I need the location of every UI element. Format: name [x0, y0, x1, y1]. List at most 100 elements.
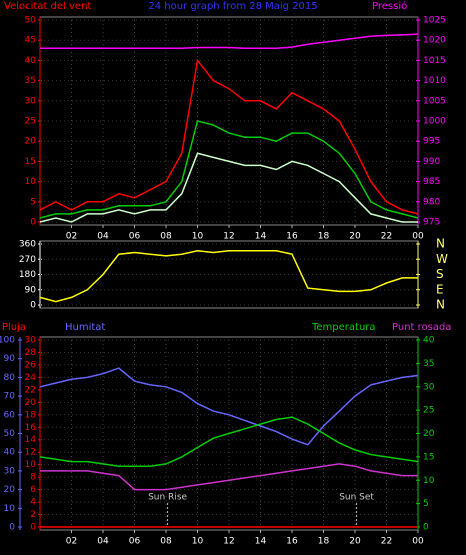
series-line	[39, 250, 418, 303]
y-tick-label: 0	[30, 523, 36, 533]
y-tick-label: 990	[423, 157, 440, 167]
legend-label: Pluja	[2, 322, 26, 333]
x-tick-label: 18	[318, 537, 330, 547]
x-tick-label: 00	[412, 537, 424, 547]
y-tick-label: 70	[4, 392, 16, 402]
x-tick-label: 04	[97, 232, 109, 242]
x-tick-label: 04	[97, 537, 109, 547]
x-tick-label: 08	[160, 232, 172, 242]
x-tick-label: 22	[381, 232, 392, 242]
y-tick-label: 10	[25, 460, 37, 470]
y-tick-label: 35	[25, 76, 36, 86]
x-tick-label: 08	[160, 537, 172, 547]
x-tick-label: 16	[286, 232, 298, 242]
x-tick-label: 16	[286, 537, 298, 547]
y-tick-label: 14	[25, 435, 37, 445]
y-tick-label: 0	[30, 218, 36, 228]
annotation: Sun Set	[339, 493, 374, 503]
series-line	[39, 120, 419, 219]
series-line	[39, 416, 419, 467]
y-tick-label: 18	[25, 410, 37, 420]
x-tick-label: 18	[318, 232, 330, 242]
y-tick-label: W	[436, 252, 448, 266]
y-tick-label: 1020	[423, 36, 446, 46]
y-tick-label: 12	[25, 448, 36, 458]
y-tick-label: 985	[423, 177, 440, 187]
x-tick-label: 20	[349, 537, 361, 547]
y-tick-label: 1025	[423, 16, 446, 26]
x-tick-label: 00	[412, 232, 424, 242]
y-tick-label: 22	[25, 385, 36, 395]
series-line	[39, 152, 418, 223]
y-tick-label: 10	[423, 476, 435, 486]
y-tick-label: 24	[25, 373, 37, 383]
y-tick-label: 100	[0, 336, 15, 346]
y-tick-label: 90	[25, 285, 37, 295]
y-tick-label: 50	[4, 429, 16, 439]
x-tick-label: 06	[129, 232, 141, 242]
y-tick-label: 10	[4, 504, 16, 514]
y-tick-label: N	[436, 298, 445, 312]
y-tick-label: 20	[25, 398, 37, 408]
y-tick-label: 2	[30, 510, 36, 520]
y-tick-label: 90	[4, 354, 16, 364]
y-tick-label: 15	[423, 452, 434, 462]
y-tick-label: 26	[25, 360, 37, 370]
y-tick-label: 270	[19, 255, 36, 265]
y-tick-label: 50	[25, 16, 37, 26]
y-tick-label: 40	[25, 56, 37, 66]
y-tick-label: 60	[4, 410, 16, 420]
y-tick-label: 980	[423, 197, 440, 207]
x-tick-label: 14	[255, 537, 267, 547]
y-tick-label: 45	[25, 36, 36, 46]
series-line	[39, 367, 419, 446]
y-tick-label: 6	[30, 485, 36, 495]
y-tick-label: 20	[4, 485, 16, 495]
y-tick-label: 1015	[423, 56, 446, 66]
x-tick-label: 20	[349, 232, 361, 242]
x-tick-label: 06	[129, 537, 141, 547]
y-tick-label: 35	[423, 359, 434, 369]
y-tick-label: 20	[423, 429, 435, 439]
y-tick-label: 0	[30, 301, 36, 311]
x-tick-label: 12	[223, 232, 234, 242]
y-tick-label: 40	[423, 336, 435, 346]
y-tick-label: S	[436, 267, 444, 281]
y-tick-label: 0	[423, 523, 429, 533]
y-tick-label: 25	[423, 406, 434, 416]
y-tick-label: 20	[25, 137, 37, 147]
y-tick-label: 1005	[423, 96, 446, 106]
y-tick-label: 80	[4, 373, 16, 383]
legend-label: Temperatura	[311, 322, 376, 333]
y-tick-label: 30	[25, 336, 37, 346]
y-tick-label: 40	[4, 448, 16, 458]
series-line	[40, 33, 419, 50]
y-tick-label: 1010	[423, 76, 446, 86]
y-tick-label: 5	[423, 499, 429, 509]
y-tick-label: 10	[25, 177, 37, 187]
y-tick-label: 5	[30, 197, 36, 207]
legend-label: Humitat	[65, 322, 105, 333]
y-tick-label: 8	[30, 473, 36, 483]
y-tick-label: 4	[30, 498, 36, 508]
x-tick-label: 10	[192, 537, 204, 547]
series-line	[40, 463, 418, 491]
annotation: Sun Rise	[148, 493, 187, 503]
y-tick-label: 30	[423, 382, 435, 392]
y-tick-label: 0	[9, 523, 15, 533]
x-tick-label: 10	[192, 232, 204, 242]
y-tick-label: 180	[19, 270, 36, 280]
y-tick-label: N	[436, 237, 445, 251]
x-tick-label: 14	[255, 232, 267, 242]
y-tick-label: 15	[25, 157, 36, 167]
y-tick-label: 360	[19, 240, 36, 250]
y-tick-label: 975	[423, 218, 440, 228]
x-tick-label: 22	[381, 537, 392, 547]
chart-title: 24 hour graph from 28 Maig 2015	[148, 1, 317, 12]
y-tick-label: 30	[25, 96, 37, 106]
y-tick-label: 995	[423, 137, 440, 147]
y-axis-label: Velocitat del vent	[4, 1, 91, 12]
